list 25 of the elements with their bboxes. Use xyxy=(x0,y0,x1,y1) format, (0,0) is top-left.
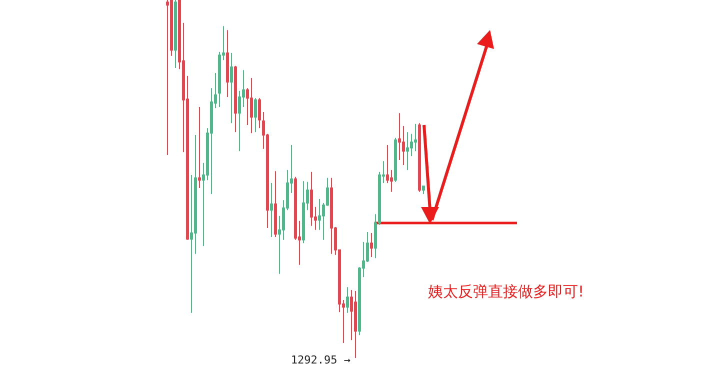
candlestick xyxy=(354,290,357,358)
candlestick xyxy=(394,137,397,182)
candlestick xyxy=(270,182,273,238)
candlestick xyxy=(406,132,409,171)
text: 姨太反弹直接做多即可! xyxy=(428,282,584,300)
candlestick xyxy=(310,171,313,226)
candlestick xyxy=(174,0,177,69)
candlestick xyxy=(198,106,201,188)
candlestick xyxy=(166,0,169,156)
candlestick xyxy=(414,123,417,152)
candlestick xyxy=(274,170,277,238)
candlestick xyxy=(302,180,305,244)
candlestick xyxy=(250,78,253,134)
candlestick xyxy=(330,177,333,254)
candlestick xyxy=(230,52,233,124)
candlestick xyxy=(422,186,425,195)
candlestick xyxy=(370,232,373,258)
candlestick xyxy=(258,98,261,129)
candlestick xyxy=(254,98,257,133)
candlestick xyxy=(226,30,229,98)
annotation: 1292.95 → xyxy=(290,354,351,366)
candlestick xyxy=(234,65,237,133)
candlestick xyxy=(398,112,401,161)
candlestick xyxy=(346,286,349,314)
candlestick xyxy=(418,122,421,192)
